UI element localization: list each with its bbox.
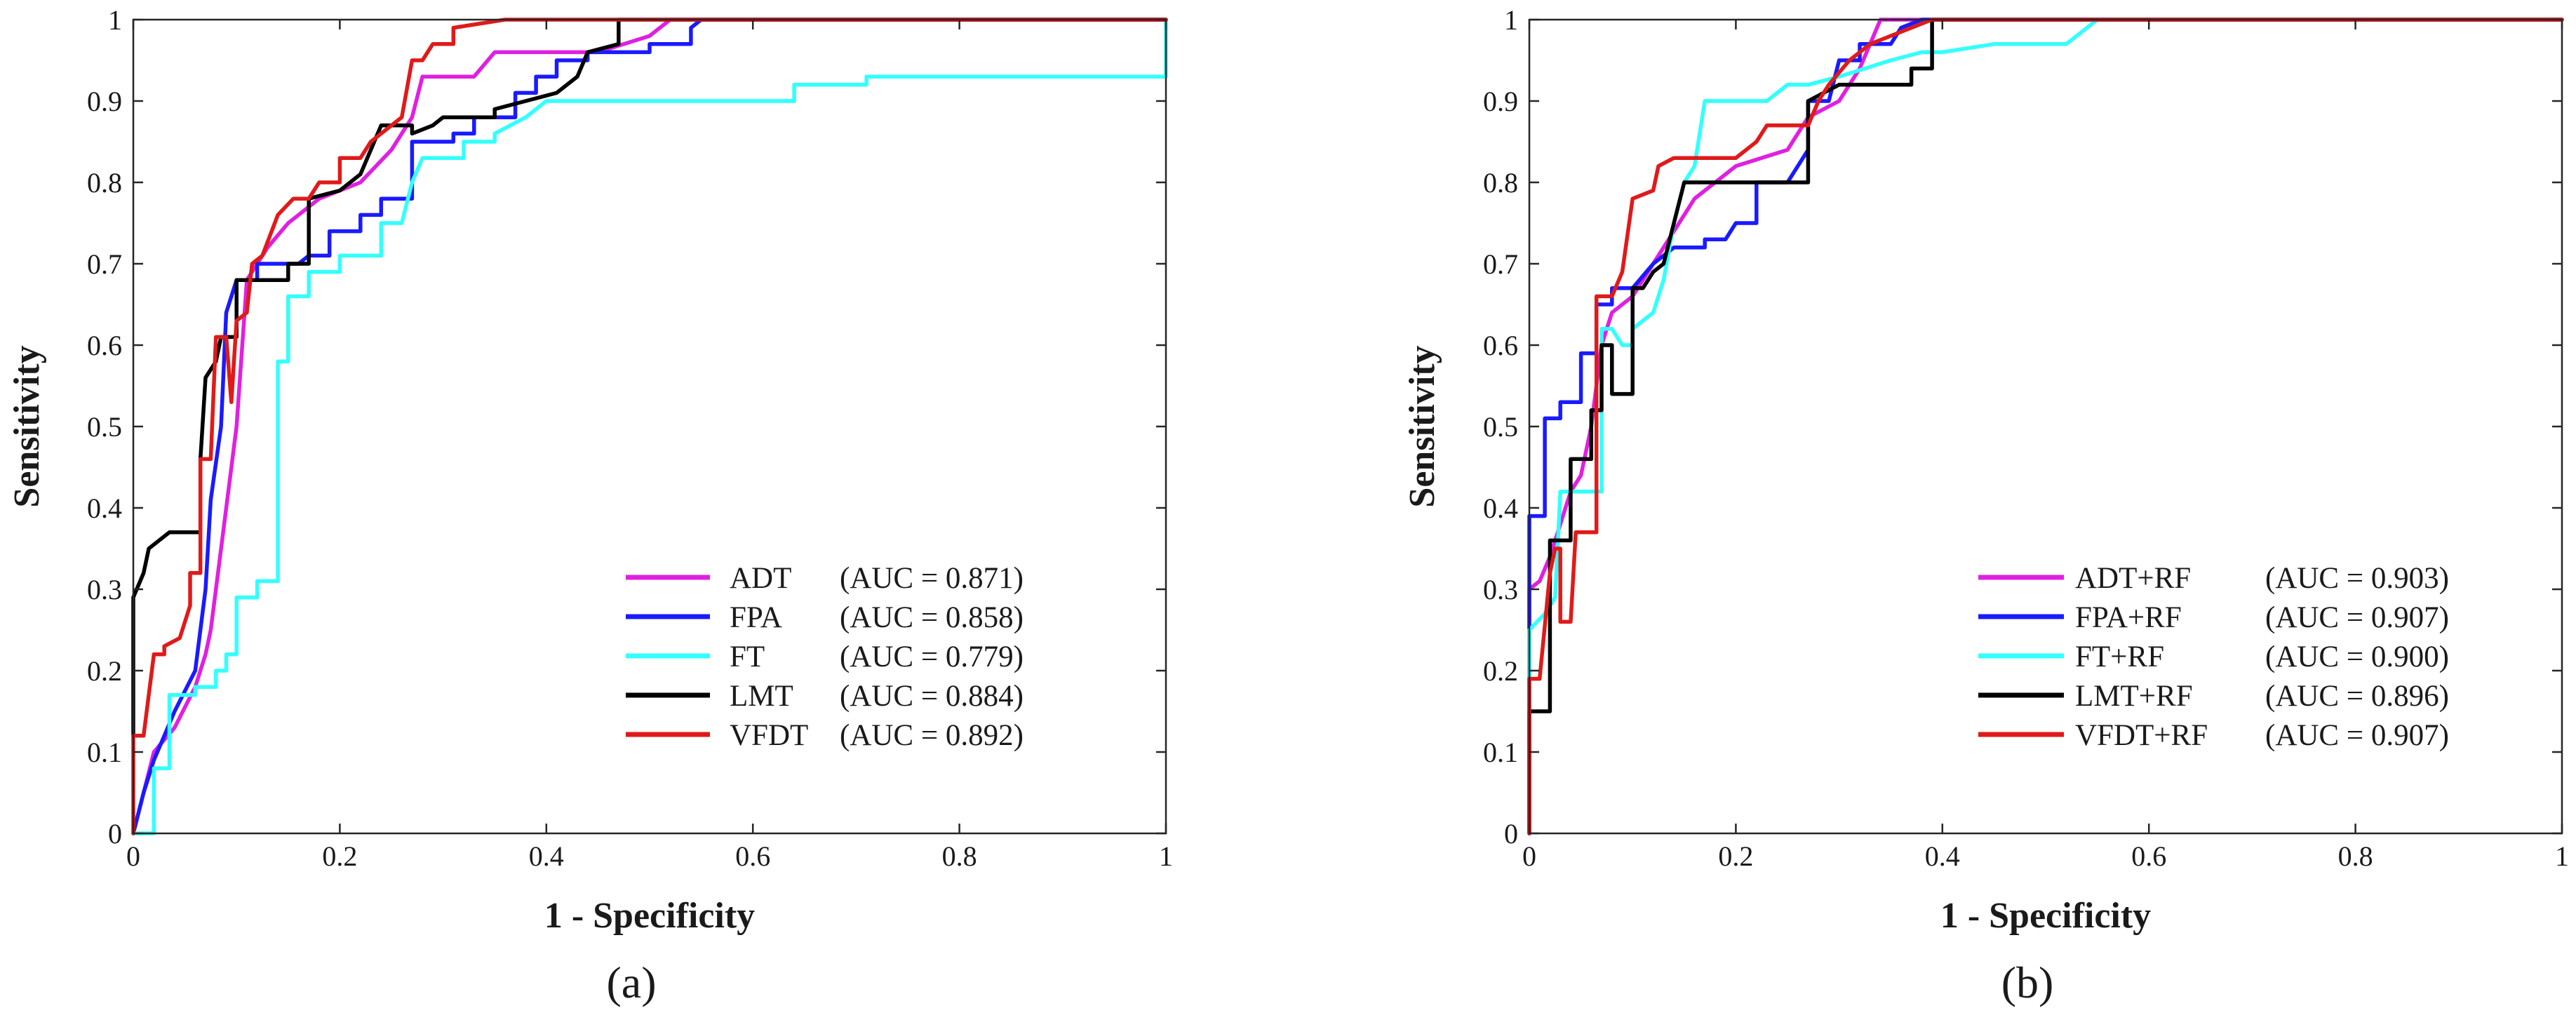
panel-a-legend-name: FPA [730,601,782,634]
panel-a-y-tick-label: 0.7 [87,248,122,280]
panel-a-y-tick-label: 0 [108,818,122,850]
panel-b-legend-auc: (AUC = 0.896) [2265,680,2449,713]
panel-b-y-tick-label: 0.5 [1483,411,1518,443]
panel-a-y-tick-label: 0.2 [87,655,122,687]
panel-b-y-tick-label: 0.3 [1483,574,1518,605]
panel-a-x-tick-label: 0 [126,840,140,872]
panel-b-x-tick-label: 1 [2555,840,2569,872]
panel-a-y-tick-label: 0.6 [87,330,122,361]
panel-b-series-line-lmt-rf [1527,18,2564,835]
panel-a-legend-name: LMT [730,680,793,713]
panel-a-series-line-adt [131,18,1168,835]
panel-a-chart: 0 0.2 0.4 0.6 0.8 1 0 0.1 0.2 0.3 0.4 0.5 0.6 0.7 0.8 0… [7,4,1173,1007]
panel-b-x-axis-label: 1 - Specificity [1940,896,2151,936]
panel-b-legend-name: LMT+RF [2075,680,2193,713]
panel-b-legend-name: ADT+RF [2075,562,2191,595]
panel-b-x-tick-label: 0.4 [1925,840,1960,872]
panel-a-y-tick-label: 0.4 [87,492,122,524]
panel-b-legend: ADT+RF (AUC = 0.903) FPA+RF (AUC = 0.907) FT… [1978,562,2449,752]
panel-a-y-tick-label: 0.3 [87,574,122,605]
panel-a-series-line-lmt [131,18,1168,738]
panel-b-plot-area [1529,20,2562,833]
panel-a-x-tick-label: 0.8 [942,840,977,872]
panel-a-x-axis-label: 1 - Specificity [544,896,755,936]
panel-a-series-line-vfdt [131,18,1168,835]
panel-b-x-tick-label: 0.8 [2338,840,2373,872]
panel-b-y-tick-label: 0.7 [1483,248,1518,280]
panel-a-series-line-fpa [131,18,1168,835]
panel-b-legend-name: FT+RF [2075,640,2164,673]
panel-a-plot-area [133,20,1166,833]
panel-b-x-tick-label: 0 [1522,840,1536,872]
panel-b-x-tick-label: 0.2 [1718,840,1753,872]
panel-a-x-tick-label: 0.6 [735,840,770,872]
panel-b-y-tick-label: 0.6 [1483,330,1518,361]
panel-a-x-tick-label: 0.2 [322,840,357,872]
panel-a-y-tick-label: 0.9 [87,86,122,117]
panel-b-legend-name: FPA+RF [2075,601,2182,634]
panel-b-y-tick-label: 0 [1504,818,1518,850]
panel-b-legend-auc: (AUC = 0.907) [2265,719,2449,752]
panel-a-y-tick-label: 0.8 [87,167,122,199]
panel-b-x-tick-label: 0.6 [2131,840,2166,872]
panel-b-y-tick-label: 0.9 [1483,86,1518,117]
panel-a-caption: (a) [606,958,656,1007]
panel-a-y-tick-label: 1 [108,4,122,36]
panel-a-legend: ADT (AUC = 0.871) FPA (AUC = 0.858) FT (AUC =… [626,562,1024,752]
panel-a-legend-name: ADT [730,562,791,595]
panel-b-y-tick-label: 0.1 [1483,737,1518,768]
panel-b-legend-auc: (AUC = 0.907) [2265,601,2449,634]
panel-b-y-tick-label: 0.4 [1483,492,1518,524]
panel-b-legend-auc: (AUC = 0.900) [2265,640,2449,673]
panel-b-series-line-fpa-rf [1527,18,2564,835]
panel-b-y-axis-label: Sensitivity [1402,345,1442,507]
panel-b-y-tick-label: 0.2 [1483,655,1518,687]
panel-a-legend-auc: (AUC = 0.858) [840,601,1024,634]
panel-a-legend-name: VFDT [730,719,808,752]
panel-a-legend-auc: (AUC = 0.884) [840,680,1024,713]
panel-a-legend-auc: (AUC = 0.892) [840,719,1024,752]
panel-a-x-tick-label: 1 [1159,840,1173,872]
panel-a-y-tick-label: 0.1 [87,737,122,768]
panel-b-caption: (b) [2001,958,2054,1007]
panel-b-legend-auc: (AUC = 0.903) [2265,562,2449,595]
panel-b-y-tick-label: 0.8 [1483,167,1518,199]
panel-b-series-line-vfdt-rf [1527,18,2564,835]
panel-b-y-tick-label: 1 [1504,4,1518,36]
panel-b-chart: 0 0.2 0.4 0.6 0.8 1 0 0.1 0.2 0.3 0.4 0.5 0.6 0.7 0.8 0… [1402,4,2569,1007]
panel-a-series-line-ft [131,18,1168,835]
panel-b-legend-name: VFDT+RF [2075,719,2208,752]
panel-a-y-axis-label: Sensitivity [7,345,47,507]
panel-a-x-tick-label: 0.4 [529,840,564,872]
panel-a-legend-auc: (AUC = 0.779) [840,640,1024,673]
panel-a-legend-auc: (AUC = 0.871) [840,562,1024,595]
panel-a-y-tick-label: 0.5 [87,411,122,443]
panel-a-legend-name: FT [730,640,765,673]
